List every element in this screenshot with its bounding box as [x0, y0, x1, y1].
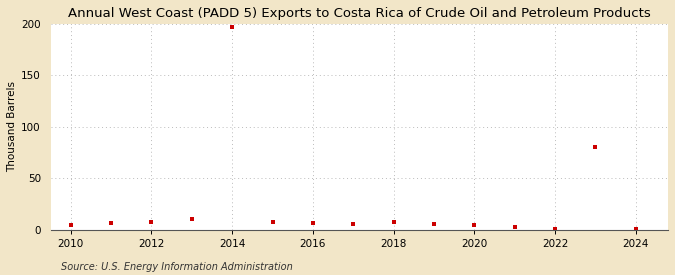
Title: Annual West Coast (PADD 5) Exports to Costa Rica of Crude Oil and Petroleum Prod: Annual West Coast (PADD 5) Exports to Co… — [68, 7, 651, 20]
Text: Source: U.S. Energy Information Administration: Source: U.S. Energy Information Administ… — [61, 262, 292, 272]
Y-axis label: Thousand Barrels: Thousand Barrels — [7, 81, 17, 172]
